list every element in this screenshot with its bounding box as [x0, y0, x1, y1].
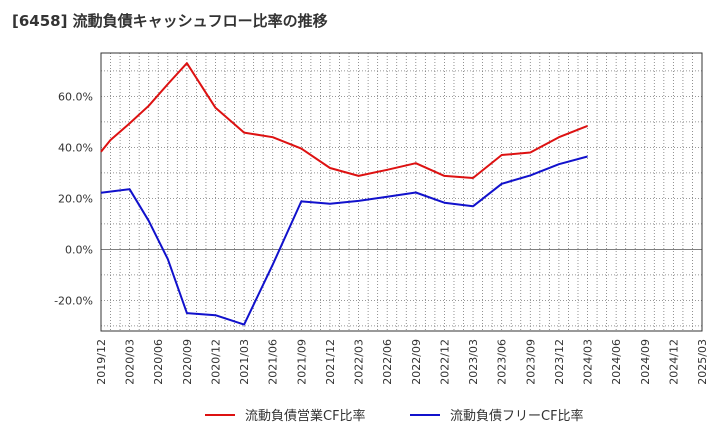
x-tick-label: 2023/03: [467, 339, 480, 385]
y-tick-label: 60.0%: [58, 90, 93, 103]
legend-label-2: 流動負債フリーCF比率: [450, 408, 584, 424]
x-tick-label: 2021/03: [238, 339, 251, 385]
series-line-2: [100, 155, 588, 326]
x-tick-label: 2019/12: [95, 339, 108, 385]
series-line-1: [100, 62, 588, 179]
x-tick-label: 2020/03: [124, 339, 137, 385]
legend-label-1: 流動負債営業CF比率: [245, 408, 366, 424]
x-tick-label: 2022/09: [410, 339, 423, 385]
x-tick-label: 2024/03: [582, 339, 595, 385]
x-tick-label: 2023/06: [496, 339, 509, 385]
x-tick-label: 2022/06: [381, 339, 394, 385]
y-tick-label: 20.0%: [58, 192, 93, 205]
x-tick-label: 2020/09: [181, 339, 194, 385]
x-tick-label: 2024/09: [639, 339, 652, 385]
x-tick-label: 2021/06: [267, 339, 280, 385]
y-tick-label: 40.0%: [58, 141, 93, 154]
x-tick-label: 2020/06: [152, 339, 165, 385]
chart-title: [6458] 流動負債キャッシュフロー比率の推移: [12, 12, 328, 30]
y-tick-label: 0.0%: [65, 243, 93, 256]
x-tick-label: 2025/03: [696, 339, 709, 385]
x-tick-label: 2020/12: [209, 339, 222, 385]
x-tick-label: 2024/12: [667, 339, 680, 385]
x-tick-label: 2021/12: [324, 339, 337, 385]
x-tick-label: 2022/12: [438, 339, 451, 385]
x-tick-label: 2021/09: [295, 339, 308, 385]
x-tick-label: 2022/03: [353, 339, 366, 385]
x-tick-label: 2023/12: [553, 339, 566, 385]
plot-frame: [100, 52, 703, 332]
x-tick-label: 2023/09: [524, 339, 537, 385]
x-tick-label: 2024/06: [610, 339, 623, 385]
y-tick-label: -20.0%: [54, 294, 93, 307]
